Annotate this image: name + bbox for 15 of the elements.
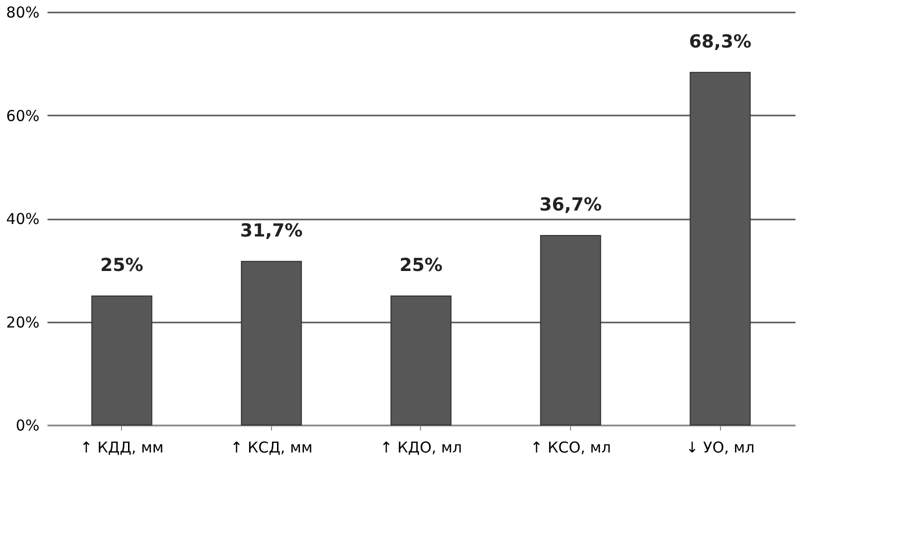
x-tick-label: ↑ КСО, мл — [530, 438, 611, 456]
data-label: 25% — [100, 254, 144, 276]
y-tick-label: 40% — [6, 210, 40, 228]
data-label: 25% — [399, 254, 443, 276]
data-label: 31,7% — [240, 220, 303, 242]
data-label: 68,3% — [688, 31, 752, 52]
data-label: 36,7% — [539, 194, 602, 216]
x-tick-label: ↑ КДО, мл — [380, 438, 462, 456]
y-tick-label: 60% — [6, 106, 40, 125]
y-tick-label: 20% — [6, 313, 40, 332]
x-tick-label: ↑ КДД, мм — [80, 438, 164, 456]
x-tick-label: ↑ КСД, мм — [230, 438, 313, 456]
y-tick-label: 80% — [6, 4, 40, 22]
y-tick-label: 0% — [16, 416, 40, 434]
x-tick-label: ↓ УО, мл — [686, 438, 755, 456]
